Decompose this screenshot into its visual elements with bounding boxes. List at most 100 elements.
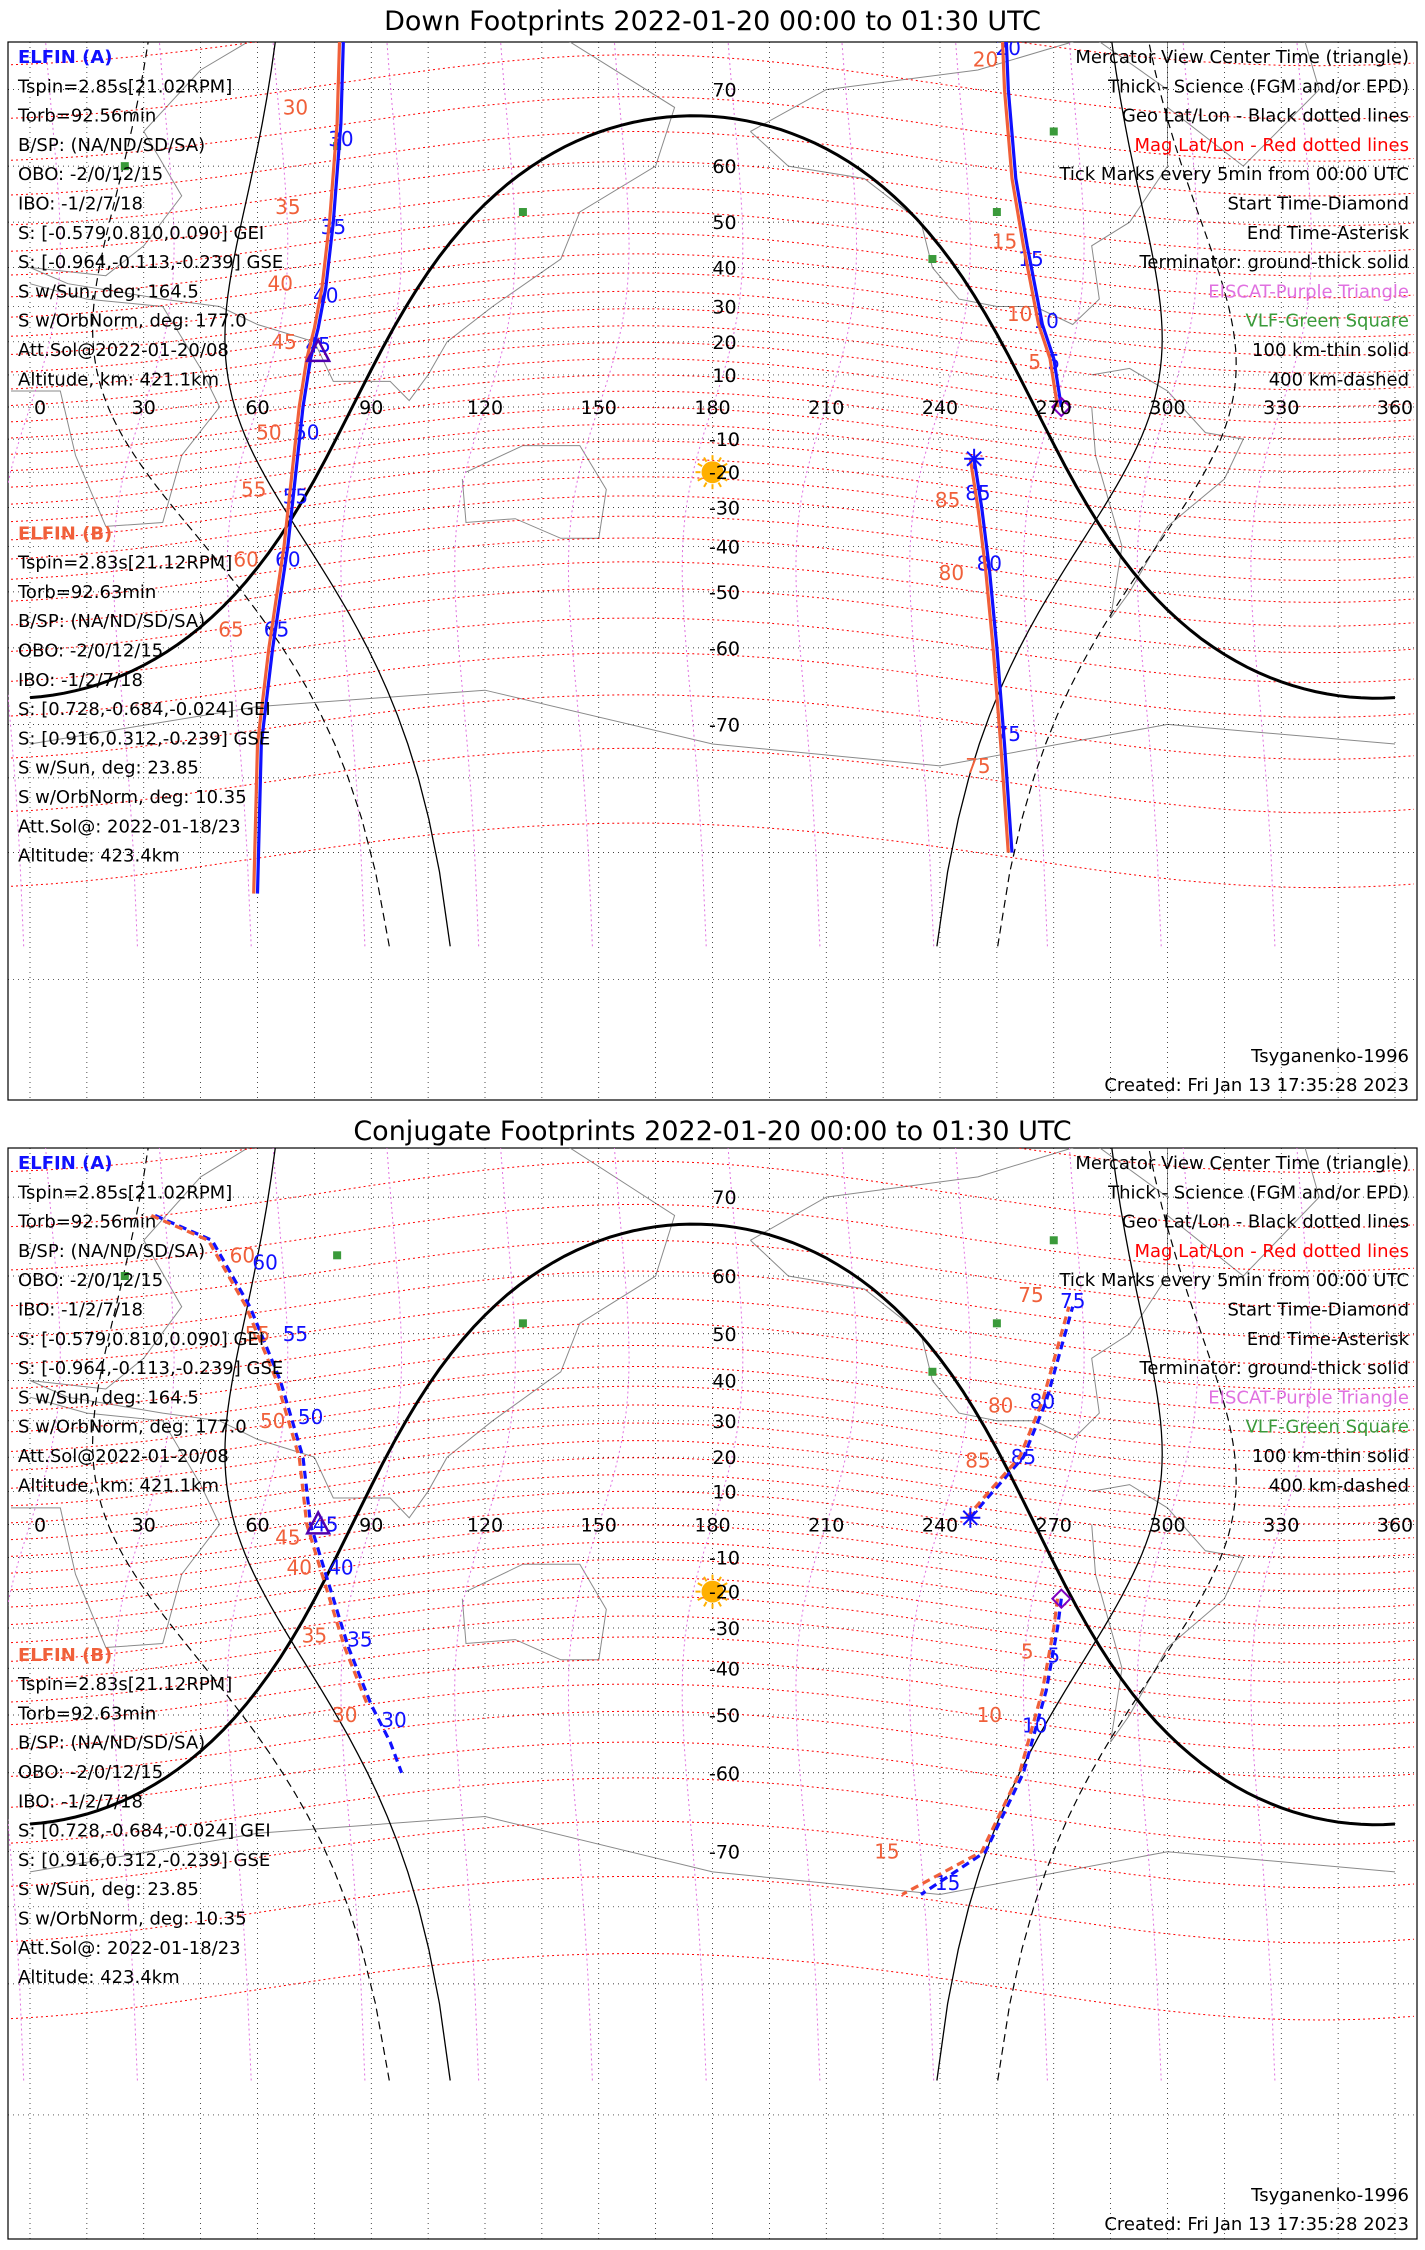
longitude-tick-label: 120 xyxy=(467,1514,503,1536)
mag-parallel xyxy=(10,1239,1415,1308)
elfin-a-tick-label: 50 xyxy=(298,1405,323,1429)
map-plot-area: 5101560555045403530858075510156055504540… xyxy=(8,1148,1417,2239)
elfin-b-track xyxy=(901,1598,1060,1896)
latitude-tick-label: 20 xyxy=(712,1447,736,1469)
end-time-asterisk xyxy=(964,448,985,469)
elfin-a-tick-label: 60 xyxy=(252,1250,277,1274)
latitude-tick-label: 60 xyxy=(712,156,736,178)
longitude-tick-label: 120 xyxy=(467,397,503,419)
elfin-a-info-line: S w/Sun, deg: 164.5 xyxy=(18,1387,199,1408)
elfin-a-track xyxy=(972,458,1014,853)
created-label: Created: Fri Jan 13 17:35:28 2023 xyxy=(1104,2214,1409,2235)
elfin-b-info-line: Torb=92.63min xyxy=(17,1703,156,1724)
elfin-b-tick-label: 5 xyxy=(1028,350,1041,374)
elfin-b-tick-label: 30 xyxy=(332,1703,357,1727)
elfin-b-track xyxy=(150,1214,369,1706)
legend-item: Terminator: ground-thick solid xyxy=(1138,1358,1409,1379)
map-plot-area: 5101520303540455055606585807551015203035… xyxy=(8,42,1417,1100)
elfin-b-info-line: S: [0.728,-0.684,-0.024] GEI xyxy=(18,699,271,720)
mag-meridian xyxy=(226,1148,289,2081)
longitude-tick-label: 360 xyxy=(1377,1514,1413,1536)
mag-parallel xyxy=(10,652,1415,718)
legend: Mercator View Center Time (triangle) Thic… xyxy=(1058,1153,1409,1496)
mag-meridian xyxy=(1250,1148,1313,2081)
mag-parallel xyxy=(10,1710,1415,1779)
elfin-b-tick-label: 55 xyxy=(241,477,266,501)
mag-parallel xyxy=(10,1507,1415,1575)
longitude-tick-label: 300 xyxy=(1149,397,1185,419)
elfin-a-heading: ELFIN (A) xyxy=(18,1153,112,1174)
mag-parallel xyxy=(10,187,1415,253)
elfin-b-tick-label: 45 xyxy=(275,1526,300,1550)
mag-meridian xyxy=(1136,1148,1199,2081)
longitude-tick-label: 360 xyxy=(1377,397,1413,419)
latitude-tick-label: 10 xyxy=(712,1481,736,1503)
mag-meridian xyxy=(909,1148,971,2081)
mag-parallel xyxy=(10,406,1415,473)
elfin-b-info-line: IBO: -1/2/7/18 xyxy=(18,670,143,691)
elfin-b-info-line: OBO: -2/0/12/15 xyxy=(18,1762,163,1783)
terminator-400km xyxy=(997,42,1237,947)
latitude-tick-label: 40 xyxy=(712,1371,736,1393)
elfin-b-info-line: Tspin=2.83s[21.12RPM] xyxy=(17,1674,232,1695)
mag-parallel xyxy=(10,358,1415,424)
elfin-a-info-line: S: [-0.964,-0.113,-0.239] GSE xyxy=(18,252,283,273)
latitude-tick-label: 30 xyxy=(712,297,736,319)
mag-parallel xyxy=(10,1404,1415,1472)
legend-item: Thick - Science (FGM and/or EPD) xyxy=(1107,76,1409,97)
legend-item: Geo Lat/Lon - Black dotted lines xyxy=(1122,106,1409,127)
landmass-outline xyxy=(1091,1484,1245,1743)
legend-item: Tick Marks every 5min from 00:00 UTC xyxy=(1058,1270,1409,1291)
start-time-diamond xyxy=(1050,396,1072,418)
legend-item: 400 km-dashed xyxy=(1269,369,1409,390)
panel-title: Conjugate Footprints 2022-01-20 00:00 to… xyxy=(353,1116,1072,1147)
elfin-a-info-line: S: [-0.964,-0.113,-0.239] GSE xyxy=(18,1358,283,1379)
vlf-site-marker xyxy=(518,208,527,217)
terminator-400km xyxy=(91,42,390,947)
elfin-a-tick-label: 55 xyxy=(283,485,308,509)
mag-parallel xyxy=(10,390,1415,456)
mag-parallel xyxy=(10,1385,1415,1454)
vlf-site-marker xyxy=(120,162,129,171)
elfin-a-tick-label: 30 xyxy=(381,1708,406,1732)
latitude-tick-label: 60 xyxy=(712,1266,736,1288)
terminator-100km xyxy=(224,1148,451,2081)
elfin-b-tick-label: 65 xyxy=(218,618,243,642)
elfin-b-info-line: S w/OrbNorm, deg: 10.35 xyxy=(18,787,247,808)
landmass-outline xyxy=(29,1148,676,1519)
longitude-tick-label: 60 xyxy=(245,397,269,419)
mag-parallel xyxy=(10,1270,1415,1339)
longitude-tick-label: 330 xyxy=(1263,1514,1299,1536)
mag-parallel xyxy=(10,1541,1415,1609)
created-label: Created: Fri Jan 13 17:35:28 2023 xyxy=(1104,1075,1409,1096)
terminator-400km xyxy=(91,1148,390,2081)
legend-item: Tick Marks every 5min from 00:00 UTC xyxy=(1058,164,1409,185)
elfin-a-tick-label: 85 xyxy=(1011,1445,1036,1469)
legend-item: Mercator View Center Time (triangle) xyxy=(1075,47,1409,68)
elfin-b-info-line: Att.Sol@: 2022-01-18/23 xyxy=(18,816,241,837)
elfin-a-tick-label: 80 xyxy=(977,552,1002,576)
elfin-b-info: ELFIN (B) Tspin=2.83s[21.12RPM] Torb=92.63… xyxy=(17,1645,271,1988)
latitude-tick-label: -50 xyxy=(709,1705,740,1727)
elfin-b-info-line: Att.Sol@: 2022-01-18/23 xyxy=(18,1938,241,1959)
elfin-a-info-line: S: [-0.579,0.810,0.090] GEI xyxy=(18,223,264,244)
conjugate-footprints-map: 5101560555045403530858075510156055504540… xyxy=(7,1147,1418,2240)
elfin-a-info-line: S: [-0.579,0.810,0.090] GEI xyxy=(18,1329,264,1350)
latitude-tick-label: -60 xyxy=(709,638,740,660)
elfin-a-tick-label: 5 xyxy=(1047,1644,1060,1668)
elfin-a-tick-label: 80 xyxy=(1030,1389,1055,1413)
elfin-a-tick-label: 40 xyxy=(313,283,338,307)
terminator-100km xyxy=(936,42,1163,947)
longitude-tick-label: 90 xyxy=(359,1514,383,1536)
elfin-b-tick-label: 60 xyxy=(230,1243,255,1267)
elfin-a-info-line: Altitude, km: 421.1km xyxy=(18,369,219,390)
elfin-a-info-line: Att.Sol@2022-01-20/08 xyxy=(18,1446,229,1467)
mag-meridian xyxy=(454,1148,516,2081)
vlf-site-marker xyxy=(518,1319,527,1328)
elfin-a-track xyxy=(255,42,345,894)
terminator-ground xyxy=(29,114,1396,700)
mag-parallel xyxy=(10,694,1415,760)
model-label: Tsyganenko-1996 xyxy=(1250,1046,1409,1067)
mag-parallel xyxy=(10,515,1415,582)
mag-parallel xyxy=(10,617,1415,684)
